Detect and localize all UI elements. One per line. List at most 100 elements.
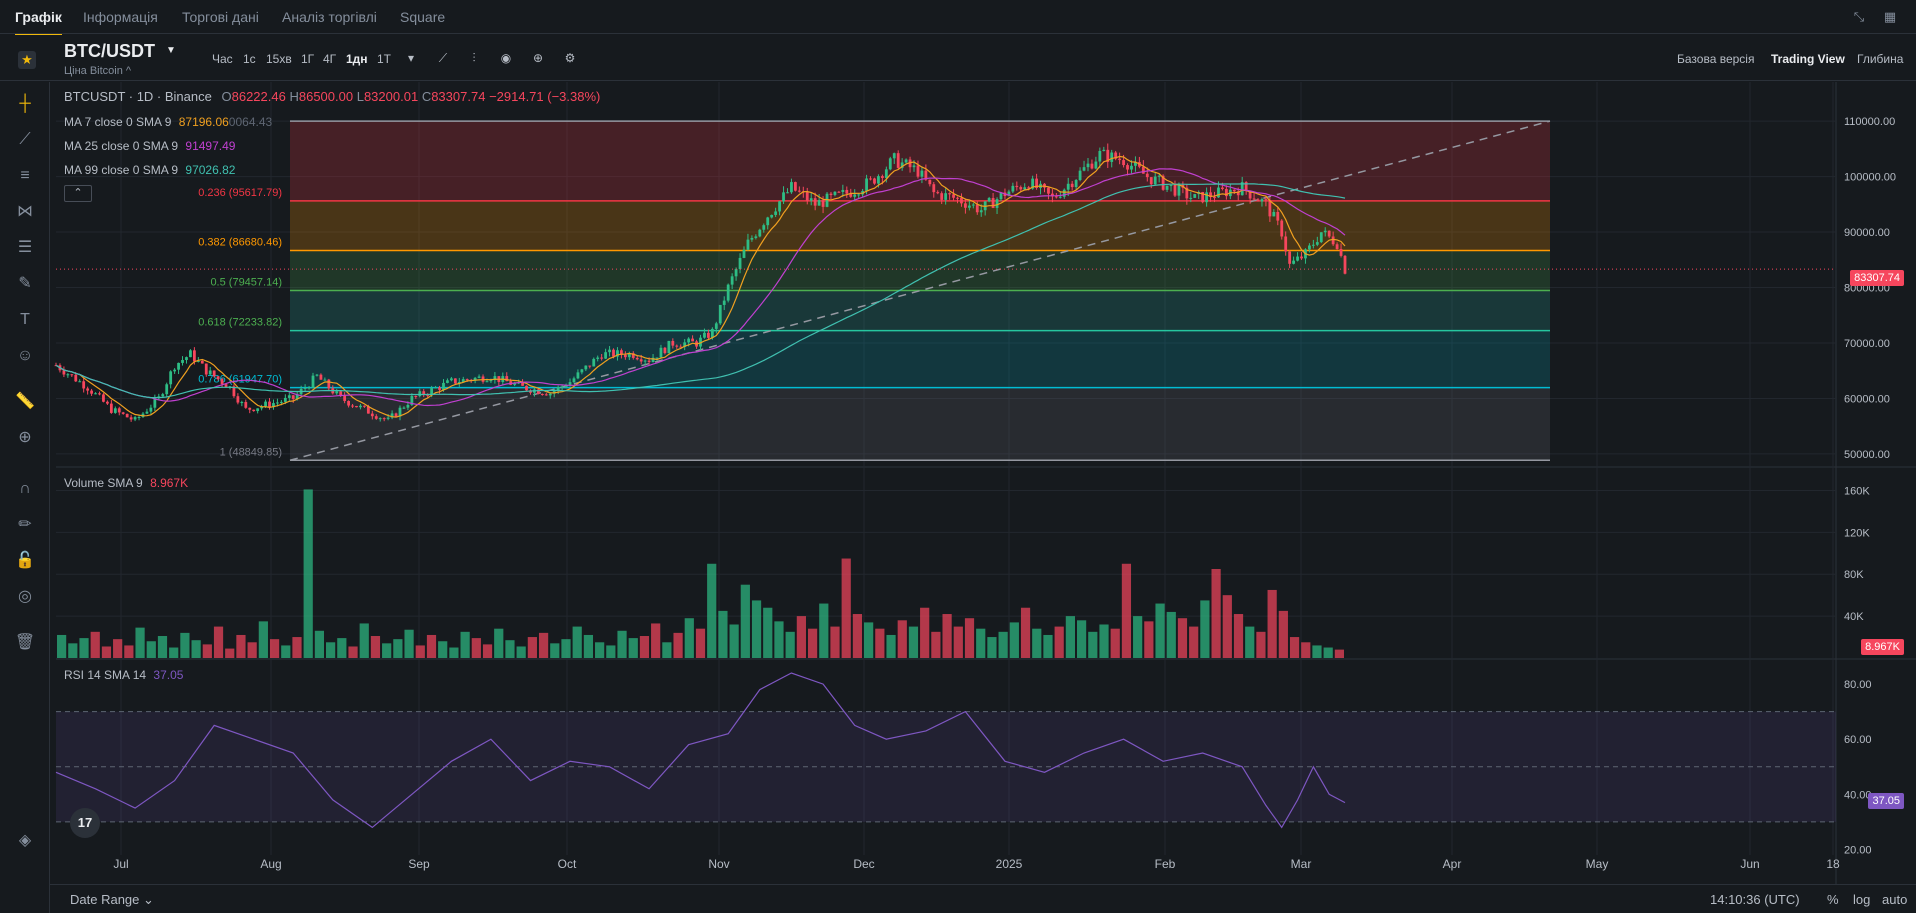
candle-body: [596, 357, 600, 359]
fib-icon[interactable]: ☰: [17, 239, 33, 256]
text-tool-icon[interactable]: T: [20, 311, 30, 328]
volume-bar: [326, 642, 336, 658]
tab-trading-analysis[interactable]: Аналіз торгівлі: [282, 9, 377, 25]
collapse-legend-button[interactable]: ⌃: [64, 185, 92, 202]
timeframe-4h[interactable]: 4Г: [323, 52, 337, 66]
trash-icon[interactable]: 🗑: [14, 634, 36, 651]
symbol-title[interactable]: BTC/USDT: [64, 41, 155, 61]
candle-body: [489, 379, 493, 382]
layers-icon[interactable]: ◈: [18, 832, 32, 849]
candle-body: [343, 395, 347, 401]
candle-body: [904, 159, 908, 163]
lock-icon[interactable]: 🔓: [15, 552, 35, 569]
candle-body: [612, 349, 615, 357]
candle-body: [643, 360, 647, 362]
volume-bar: [180, 632, 190, 658]
settings-gear-icon[interactable]: ⚙: [564, 51, 576, 65]
candle-body: [1078, 170, 1082, 181]
zoom-icon[interactable]: ⊕: [18, 429, 32, 446]
log-toggle[interactable]: log: [1853, 892, 1871, 907]
fib-label: 0.618 (72233.82): [198, 317, 282, 329]
candle-body: [74, 374, 78, 382]
eye-icon[interactable]: ◎: [18, 588, 32, 605]
candle-body: [1213, 197, 1216, 199]
crosshair-icon[interactable]: ┼: [19, 95, 31, 112]
add-indicator-icon[interactable]: ⊕: [532, 51, 544, 65]
brush-icon[interactable]: ✎: [18, 275, 32, 292]
timeframe-1s[interactable]: 1с: [243, 52, 256, 66]
view-tradingview[interactable]: Trading View: [1771, 52, 1845, 66]
timeframe-1h[interactable]: 1Г: [301, 52, 315, 66]
view-depth[interactable]: Глибина: [1857, 52, 1904, 66]
candle-body: [453, 378, 457, 384]
horizontal-lines-icon[interactable]: ≡: [20, 167, 30, 184]
pattern-icon[interactable]: ⋈: [17, 203, 33, 220]
candle-body: [1062, 189, 1066, 197]
volume-bar: [348, 646, 358, 658]
candles-icon[interactable]: ⫶: [472, 51, 476, 65]
rsi-band: [56, 711, 1836, 822]
candle-body: [1130, 165, 1133, 170]
candle-body: [465, 379, 469, 381]
ma7-label: MA 7 close 0 SMA 9: [64, 115, 172, 129]
candle-body: [999, 192, 1003, 200]
tab-info[interactable]: Інформація: [83, 9, 158, 25]
candle-body: [1031, 178, 1035, 189]
layout-icon[interactable]: ▦: [1883, 9, 1897, 24]
volume-bar: [79, 638, 89, 658]
volume-bar: [1256, 631, 1266, 658]
candle-body: [584, 365, 588, 370]
timeframe-15m[interactable]: 15хв: [266, 52, 292, 66]
percent-toggle[interactable]: %: [1827, 892, 1839, 907]
candle-body: [900, 162, 904, 168]
candle-body: [505, 376, 509, 382]
utc-clock[interactable]: 14:10:36 (UTC): [1710, 892, 1800, 907]
magnet-icon[interactable]: ∩: [19, 480, 31, 497]
emoji-icon[interactable]: ☺: [16, 347, 34, 364]
trendline-icon[interactable]: ⟋: [19, 131, 31, 148]
candle-body: [592, 358, 596, 367]
volume-bar: [875, 628, 885, 658]
fib-label: 0.236 (95617.79): [198, 187, 282, 199]
tab-chart[interactable]: Графік: [15, 9, 62, 36]
volume-bar: [247, 642, 257, 658]
date-range-button[interactable]: Date Range ⌄: [70, 892, 154, 907]
ma7-value: 87196.06: [178, 115, 229, 129]
candle-body: [339, 391, 343, 396]
volume-bar: [370, 636, 381, 658]
timeframe-1w[interactable]: 1Т: [377, 52, 392, 66]
volume-bar: [1121, 563, 1132, 658]
volume-bar: [740, 584, 750, 658]
candle-body: [137, 416, 141, 418]
camera-icon[interactable]: ◉: [500, 51, 512, 65]
tab-trading-data[interactable]: Торгові дані: [182, 9, 259, 25]
volume-bar: [1289, 637, 1300, 658]
tab-square[interactable]: Square: [400, 9, 446, 25]
lock-drawing-icon[interactable]: ✏: [18, 516, 32, 533]
rsi-tick-label: 80.00: [1844, 679, 1872, 691]
ruler-icon[interactable]: 📏: [15, 393, 35, 410]
time-tick-label: Apr: [1443, 857, 1462, 871]
candle-body: [560, 386, 564, 388]
collapse-icon[interactable]: ⤡: [1853, 9, 1865, 24]
candle-body: [738, 257, 742, 270]
volume-bar: [1076, 620, 1087, 658]
favorite-star-icon[interactable]: ★: [18, 51, 36, 69]
more-timeframes-icon[interactable]: ▾: [407, 51, 415, 65]
volume-bar: [415, 645, 425, 658]
candle-body: [865, 178, 868, 191]
auto-toggle[interactable]: auto: [1882, 892, 1908, 907]
timeframe-time[interactable]: Час: [212, 52, 233, 66]
trend-line: [289, 120, 1551, 462]
volume-bar: [471, 638, 481, 658]
volume-bar: [897, 620, 907, 658]
volume-bar: [908, 626, 919, 658]
candle-body: [161, 394, 165, 397]
symbol-dropdown-icon[interactable]: ▼: [166, 45, 176, 56]
view-basic[interactable]: Базова версія: [1677, 52, 1755, 66]
timeframe-1d[interactable]: 1дн: [346, 52, 368, 66]
candle-body: [189, 350, 192, 358]
chart-type-icon[interactable]: ⟋: [438, 51, 448, 65]
volume-bar: [269, 639, 280, 658]
